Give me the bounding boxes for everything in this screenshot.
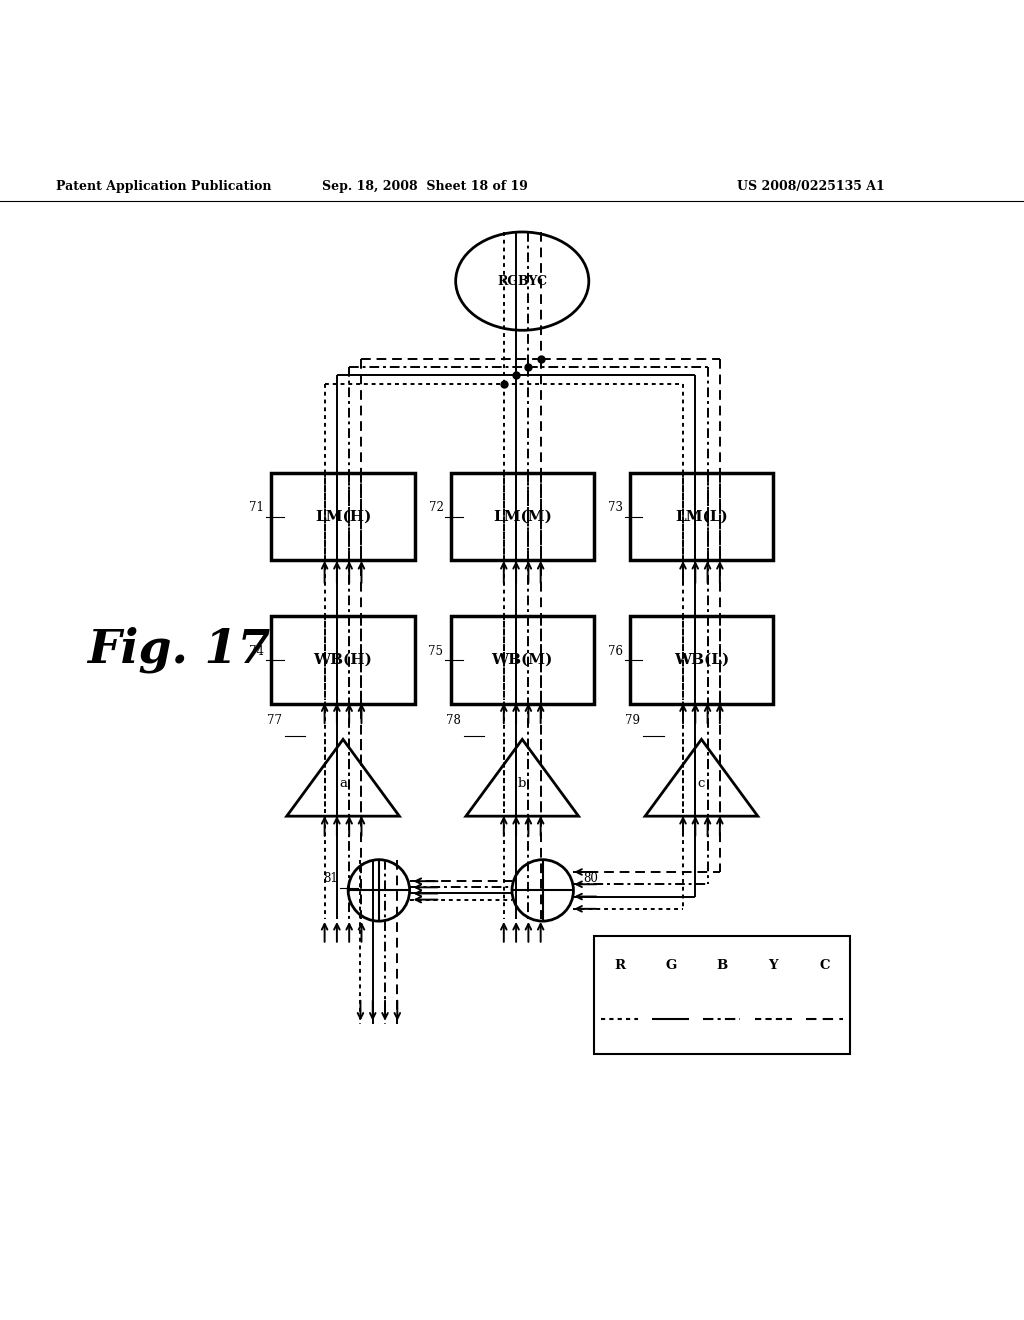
Text: US 2008/0225135 A1: US 2008/0225135 A1	[737, 181, 885, 194]
Text: 76: 76	[607, 644, 623, 657]
Text: Fig. 17: Fig. 17	[87, 627, 270, 673]
Text: C: C	[819, 960, 829, 973]
Text: 81: 81	[324, 873, 338, 886]
Text: WB(M): WB(M)	[492, 653, 553, 667]
Bar	[271, 473, 415, 560]
Text: b: b	[518, 777, 526, 791]
Text: 79: 79	[625, 714, 640, 727]
Text: 74: 74	[249, 644, 264, 657]
Text: Patent Application Publication: Patent Application Publication	[56, 181, 271, 194]
Text: 80: 80	[584, 873, 599, 886]
Text: Sep. 18, 2008  Sheet 18 of 19: Sep. 18, 2008 Sheet 18 of 19	[322, 181, 528, 194]
Text: RGBYC: RGBYC	[498, 275, 547, 288]
Bar	[630, 616, 773, 704]
Text: LM(H): LM(H)	[314, 510, 372, 524]
Bar	[271, 616, 415, 704]
Text: 75: 75	[428, 644, 443, 657]
Text: G: G	[666, 960, 676, 973]
Text: 72: 72	[428, 502, 443, 515]
Bar	[451, 473, 594, 560]
Text: c: c	[697, 777, 706, 791]
Text: a: a	[339, 777, 347, 791]
Text: B: B	[717, 960, 727, 973]
Text: WB(H): WB(H)	[313, 653, 373, 667]
Text: WB(L): WB(L)	[674, 653, 729, 667]
Bar	[451, 616, 594, 704]
Text: LM(L): LM(L)	[675, 510, 728, 524]
Text: 77: 77	[266, 714, 282, 727]
Text: R: R	[614, 960, 625, 973]
Text: 78: 78	[445, 714, 461, 727]
Text: 71: 71	[249, 502, 264, 515]
Text: Y: Y	[768, 960, 778, 973]
Text: LM(M): LM(M)	[493, 510, 552, 524]
Bar	[594, 936, 850, 1055]
Text: 73: 73	[607, 502, 623, 515]
Bar	[630, 473, 773, 560]
